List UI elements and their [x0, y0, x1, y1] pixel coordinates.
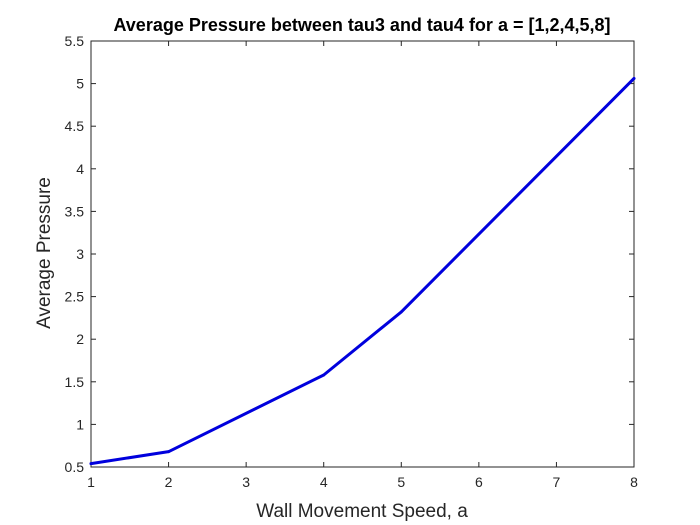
y-tick-label: 1 [76, 416, 84, 432]
x-tick-label: 3 [242, 474, 250, 490]
axes-box [90, 40, 635, 468]
x-tick-label: 1 [87, 474, 95, 490]
y-tick-label: 2 [76, 331, 84, 347]
y-tick-label: 5.5 [65, 33, 85, 49]
y-tick-label: 2.5 [65, 289, 85, 305]
y-tick-label: 3 [76, 246, 84, 262]
y-tick-label: 5 [76, 76, 84, 92]
data-point [167, 450, 170, 454]
data-point [89, 462, 93, 465]
y-axis-title: Average Pressure [34, 177, 55, 329]
x-axis-title: Wall Movement Speed, a [256, 501, 468, 522]
series-line [89, 76, 636, 466]
y-tick-label: 1.5 [65, 374, 85, 390]
x-tick-label: 4 [320, 474, 328, 490]
data-point [322, 373, 326, 377]
x-tick-label: 5 [397, 474, 405, 490]
data-point [632, 77, 636, 80]
x-tick-label: 8 [630, 474, 638, 490]
plot-area: 1 2 3 4 5 6 7 80.511.522.533.544.555.5 [65, 33, 639, 490]
x-tick-label: 7 [553, 474, 561, 490]
y-tick-label: 3.5 [65, 203, 85, 219]
x-tick-label: 2 [165, 474, 173, 490]
chart-title: Average Pressure between tau3 and tau4 f… [113, 15, 610, 35]
data-point [399, 310, 403, 314]
y-tick-label: 0.5 [65, 459, 85, 475]
y-tick-label: 4 [76, 161, 84, 177]
y-tick-label: 4.5 [65, 118, 85, 134]
x-tick-label: 6 [475, 474, 483, 490]
